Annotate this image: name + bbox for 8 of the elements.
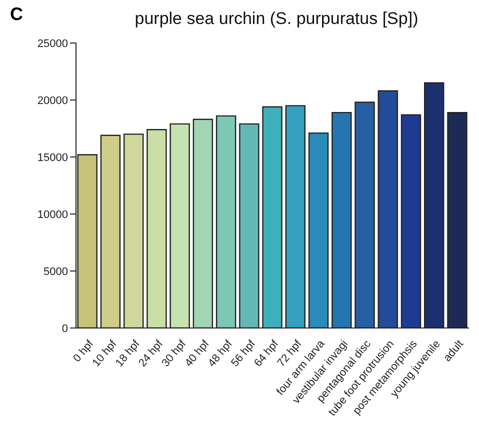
y-tick-label: 20000 <box>37 94 68 107</box>
text: C <box>10 4 23 25</box>
y-tick-label: 15000 <box>37 152 68 164</box>
y-tick-label: 0 <box>62 322 68 335</box>
y-tick-label: 5000 <box>44 266 68 278</box>
y-tick-label: 25000 <box>37 38 68 50</box>
chart-title: purple sea urchin (S. purpuratus [Sp]) <box>134 9 420 29</box>
y-tick-label: 10000 <box>37 208 68 221</box>
